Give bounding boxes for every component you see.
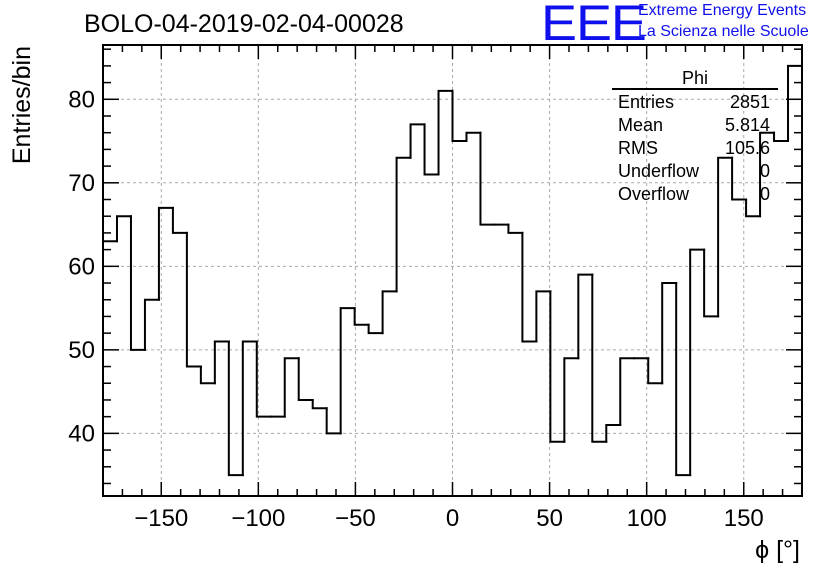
logo-text-line-2: La Scienza nelle Scuole xyxy=(638,23,809,40)
histogram-bin xyxy=(381,290,398,335)
histogram-bin xyxy=(479,131,496,226)
histogram-bin xyxy=(759,131,776,218)
stats-value: 105.6 xyxy=(724,138,770,158)
histogram-bin xyxy=(731,156,748,201)
histogram-bin xyxy=(311,398,328,410)
histogram-bin xyxy=(367,323,384,335)
x-tick-label: −100 xyxy=(231,505,285,532)
histogram-bin xyxy=(787,64,803,143)
y-tick-label: 60 xyxy=(68,253,95,280)
stats-label: RMS xyxy=(618,138,658,158)
stats-row-entries: Entries 2851 xyxy=(612,91,778,114)
histogram-bin xyxy=(395,156,412,293)
stats-label: Overflow xyxy=(618,184,690,204)
histogram-bin xyxy=(297,357,314,401)
eee-logo-mark: EEE xyxy=(541,0,647,51)
histogram-bin xyxy=(171,206,188,234)
histogram-bin xyxy=(675,282,692,477)
y-axis-label: Entries/bin xyxy=(8,46,36,164)
axis-tick-labels: −150 −100 −50 0 50 100 150 40 50 60 70 80 xyxy=(68,86,763,532)
histogram-bin xyxy=(241,340,258,477)
x-tick-label: 50 xyxy=(536,505,563,532)
x-tick-label: 100 xyxy=(627,505,667,532)
histogram-bin xyxy=(437,89,454,176)
chart-title: BOLO-04-2019-02-04-00028 xyxy=(84,10,404,38)
y-tick-label: 70 xyxy=(68,170,95,197)
y-tick-label: 40 xyxy=(68,420,95,447)
histogram-bin xyxy=(605,424,622,443)
histogram-bin xyxy=(199,365,216,385)
stats-value: 5.814 xyxy=(724,115,770,135)
x-axis-label: ϕ [°] xyxy=(755,536,800,564)
histogram-bin xyxy=(185,231,202,368)
histogram-bin xyxy=(563,357,580,443)
statistics-box: Phi Entries 2851 Mean 5.814 RMS 105.6 Un… xyxy=(612,68,778,206)
stats-title: Phi xyxy=(681,68,708,88)
histogram-bin xyxy=(115,215,132,243)
histogram-bin xyxy=(339,307,356,435)
histogram-bin xyxy=(507,223,524,234)
x-tick-label: 0 xyxy=(446,505,459,532)
histogram-bin xyxy=(227,340,244,477)
histogram-bin xyxy=(521,231,538,343)
histogram-bin xyxy=(129,215,146,351)
stats-value: 0 xyxy=(759,184,770,204)
stats-label: Mean xyxy=(618,115,664,135)
histogram-bin xyxy=(255,340,272,418)
histogram-bin xyxy=(451,89,468,143)
histogram-bin xyxy=(647,357,664,385)
histogram-bin xyxy=(773,131,790,143)
histogram-bin xyxy=(661,282,678,385)
stats-label: Entries xyxy=(618,92,675,112)
histogram-bin xyxy=(157,206,174,301)
histogram-bin xyxy=(465,131,482,143)
histogram-bin xyxy=(549,290,566,443)
axis-ticks xyxy=(103,45,802,496)
x-tick-label: −150 xyxy=(134,505,188,532)
histogram-bin xyxy=(717,156,734,318)
histogram-bin xyxy=(703,248,720,318)
histogram-bin xyxy=(283,357,300,418)
histogram-bars xyxy=(102,64,803,477)
stats-row-mean: Mean 5.814 xyxy=(612,114,778,137)
stats-label: Underflow xyxy=(618,161,700,181)
histogram-bin xyxy=(325,407,342,435)
logo-text-line-1: Extreme Energy Events xyxy=(638,2,807,19)
histogram-bin xyxy=(423,123,440,176)
histogram-bin xyxy=(619,357,636,427)
stats-value: 0 xyxy=(759,161,770,181)
histogram-bin xyxy=(689,248,706,477)
histogram-bin xyxy=(353,307,370,326)
x-tick-label: −50 xyxy=(335,505,376,532)
histogram-bin xyxy=(745,198,762,218)
histogram-bin xyxy=(591,273,608,443)
stats-value: 2851 xyxy=(729,92,770,112)
stats-row-underflow: Underflow 0 xyxy=(612,160,778,183)
histogram-bin xyxy=(577,273,594,360)
histogram-bin xyxy=(535,290,552,343)
histogram-bin xyxy=(213,340,230,385)
stats-row-overflow: Overflow 0 xyxy=(612,183,778,206)
histogram-bin xyxy=(143,298,160,351)
histogram-bin xyxy=(409,123,426,159)
stats-divider xyxy=(612,88,778,90)
stats-row-rms: RMS 105.6 xyxy=(612,137,778,160)
y-tick-label: 80 xyxy=(68,86,95,113)
x-tick-label: 150 xyxy=(724,505,764,532)
y-tick-label: 50 xyxy=(68,337,95,364)
